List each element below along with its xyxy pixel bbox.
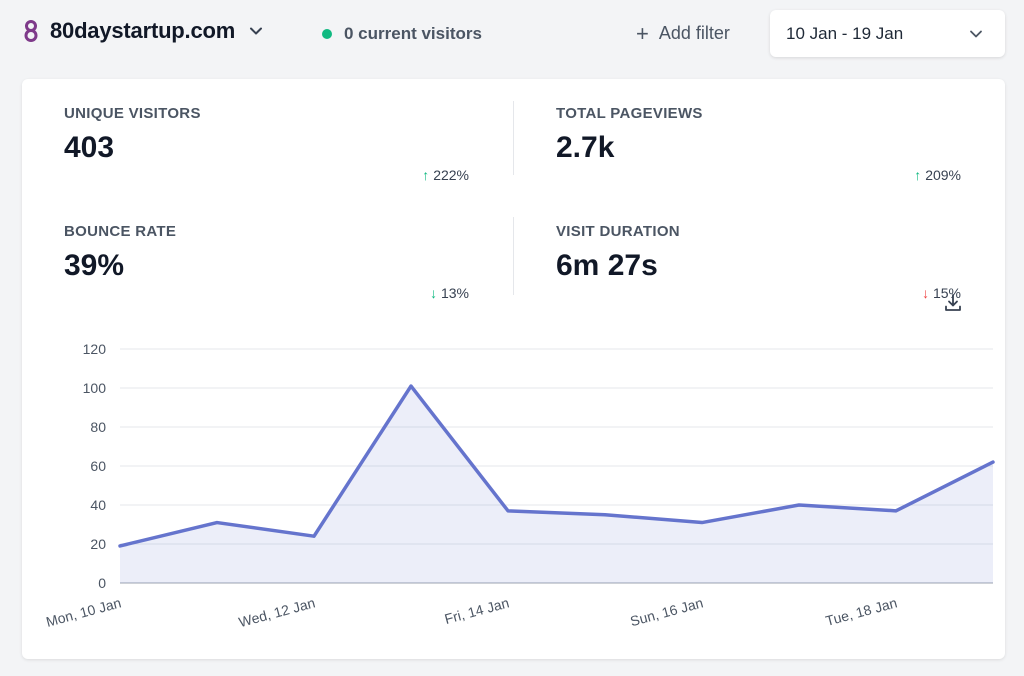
divider bbox=[513, 101, 514, 175]
x-tick-label: Wed, 12 Jan bbox=[237, 594, 317, 630]
y-tick-label: 100 bbox=[83, 380, 107, 396]
y-tick-label: 40 bbox=[90, 497, 106, 513]
stat-label: BOUNCE RATE bbox=[64, 223, 177, 240]
data-point bbox=[312, 534, 316, 538]
x-tick-label: Tue, 18 Jan bbox=[824, 594, 899, 628]
live-dot-icon bbox=[322, 29, 332, 39]
stat-label: UNIQUE VISITORS bbox=[64, 105, 201, 122]
stats-card: UNIQUE VISITORS 403 ↑ 222% TOTAL PAGEVIE… bbox=[22, 79, 1005, 659]
series-line bbox=[118, 384, 995, 548]
arrow-down-icon: ↓ bbox=[922, 285, 930, 301]
data-point bbox=[409, 384, 413, 388]
data-point bbox=[603, 513, 607, 517]
data-point bbox=[506, 509, 510, 513]
stat-visit-duration[interactable]: VISIT DURATION 6m 27s ↓ 15% bbox=[556, 223, 961, 301]
y-tick-label: 80 bbox=[90, 419, 106, 435]
stat-value: 2.7k bbox=[556, 131, 615, 164]
arrow-up-icon: ↑ bbox=[422, 167, 430, 183]
x-tick-label: Sun, 16 Jan bbox=[628, 594, 704, 629]
add-filter-label: Add filter bbox=[658, 23, 730, 43]
divider bbox=[513, 217, 514, 295]
y-tick-label: 120 bbox=[83, 341, 107, 357]
data-point bbox=[797, 503, 801, 507]
data-point bbox=[894, 509, 898, 513]
plus-icon: + bbox=[636, 20, 649, 46]
current-visitors-label: 0 current visitors bbox=[344, 24, 482, 43]
y-tick-label: 60 bbox=[90, 458, 106, 474]
stat-value: 39% bbox=[64, 249, 125, 282]
date-range-picker[interactable]: 10 Jan - 19 Jan bbox=[770, 10, 1005, 57]
y-tick-label: 20 bbox=[90, 536, 106, 552]
date-range-label: 10 Jan - 19 Jan bbox=[786, 23, 904, 43]
x-tick-label: Mon, 10 Jan bbox=[44, 594, 123, 629]
series-area bbox=[120, 386, 993, 583]
stat-total-pageviews[interactable]: TOTAL PAGEVIEWS 2.7k ↑ 209% bbox=[556, 105, 961, 183]
current-visitors[interactable]: 0 current visitors bbox=[322, 24, 482, 44]
data-point bbox=[991, 460, 995, 464]
chevron-down-icon bbox=[250, 27, 263, 35]
stat-label: VISIT DURATION bbox=[556, 223, 680, 240]
stat-change-value: 13% bbox=[440, 285, 469, 301]
top-bar: 80daystartup.com 0 current visitors + Ad… bbox=[0, 0, 1024, 70]
data-point bbox=[215, 521, 219, 525]
stat-bounce-rate[interactable]: BOUNCE RATE 39% ↓ 13% bbox=[64, 223, 469, 301]
download-icon[interactable] bbox=[943, 293, 963, 313]
y-tick-label: 0 bbox=[98, 575, 106, 591]
stat-change: ↑ 222% bbox=[422, 167, 469, 183]
visitors-chart[interactable]: 0 20 40 60 80 100 120 Mon, 10 Jan Wed, 12 Jan Fri… bbox=[22, 319, 1005, 659]
stat-value: 403 bbox=[64, 131, 115, 164]
x-tick-label: Fri, 14 Jan bbox=[443, 594, 511, 627]
stat-change-value: 209% bbox=[925, 167, 961, 183]
site-name: 80daystartup.com bbox=[50, 18, 236, 43]
arrow-up-icon: ↑ bbox=[914, 167, 922, 183]
stat-unique-visitors[interactable]: UNIQUE VISITORS 403 ↑ 222% bbox=[64, 105, 469, 183]
stat-value: 6m 27s bbox=[556, 249, 658, 282]
stat-change-value: 222% bbox=[433, 167, 469, 183]
add-filter-button[interactable]: + Add filter bbox=[636, 20, 730, 46]
data-point bbox=[118, 544, 122, 548]
stat-change-value: 15% bbox=[932, 285, 961, 301]
arrow-down-icon: ↓ bbox=[430, 285, 438, 301]
site-switcher[interactable]: 80daystartup.com bbox=[22, 18, 263, 44]
stat-change: ↑ 209% bbox=[914, 167, 961, 183]
stat-change: ↓ 13% bbox=[430, 285, 469, 301]
chevron-down-icon bbox=[970, 30, 982, 37]
stat-change: ↓ 15% bbox=[922, 285, 961, 301]
site-favicon-icon bbox=[24, 20, 38, 42]
data-point bbox=[700, 521, 704, 525]
stat-label: TOTAL PAGEVIEWS bbox=[556, 105, 703, 122]
